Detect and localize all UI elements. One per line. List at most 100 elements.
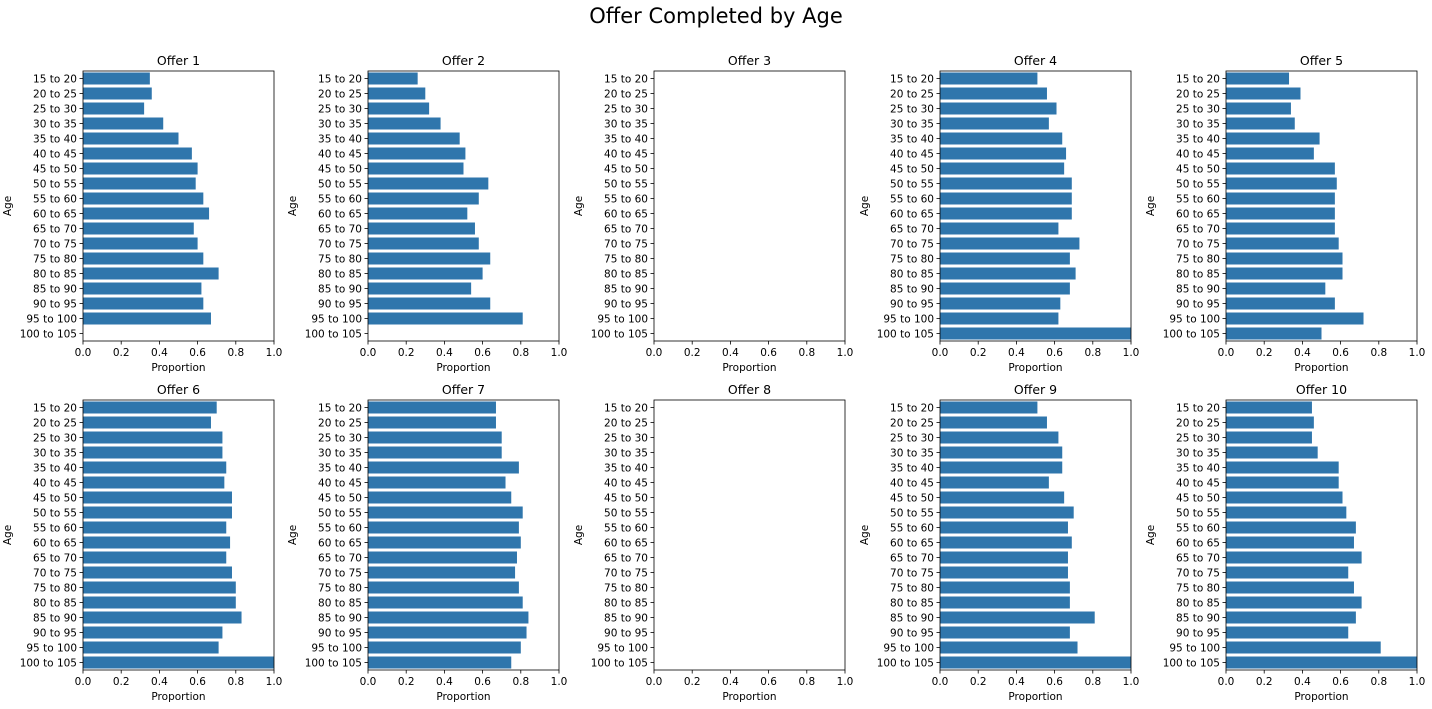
ytick-label-offer6-6: 45 to 50: [33, 492, 77, 504]
ytick-label-offer2-16: 95 to 100: [311, 313, 362, 325]
ytick-label-offer4-2: 25 to 30: [890, 103, 934, 115]
bar-offer6-4: [83, 461, 227, 474]
bar-offer2-16: [368, 312, 523, 325]
bar-offer2-7: [368, 177, 489, 190]
bar-offer6-13: [83, 596, 236, 609]
ytick-label-offer5-10: 65 to 70: [1176, 223, 1220, 235]
bar-offer2-11: [368, 237, 479, 250]
bar-offer5-8: [1226, 192, 1335, 205]
xtick-label-offer1-5: 1.0: [266, 347, 283, 359]
ytick-label-offer1-13: 80 to 85: [33, 268, 77, 280]
bar-offer7-1: [368, 416, 496, 429]
ytick-label-offer9-17: 100 to 105: [877, 657, 934, 669]
bar-offer6-9: [83, 536, 231, 549]
ytick-label-offer7-13: 80 to 85: [318, 597, 362, 609]
ytick-label-offer5-2: 25 to 30: [1176, 103, 1220, 115]
ytick-label-offer9-13: 80 to 85: [890, 597, 934, 609]
y-axis-label-offer4: Age: [859, 196, 871, 216]
bar-offer10-17: [1226, 656, 1417, 669]
bar-offer7-7: [368, 506, 523, 519]
ytick-label-offer6-11: 70 to 75: [33, 567, 77, 579]
xtick-label-offer4-2: 0.4: [1008, 347, 1025, 359]
bar-offer2-8: [368, 192, 479, 205]
bar-offer1-3: [83, 117, 164, 130]
ytick-label-offer1-0: 15 to 20: [33, 73, 77, 85]
bar-offer6-6: [83, 491, 232, 504]
xtick-label-offer5-5: 1.0: [1409, 347, 1426, 359]
bar-offer10-5: [1226, 476, 1339, 489]
xtick-label-offer7-3: 0.6: [474, 676, 491, 688]
ytick-label-offer9-5: 40 to 45: [890, 477, 934, 489]
ytick-label-offer3-1: 20 to 25: [604, 88, 648, 100]
bar-offer9-14: [940, 611, 1095, 624]
bar-offer6-14: [83, 611, 242, 624]
bar-offer5-4: [1226, 132, 1320, 145]
bar-offer2-1: [368, 87, 426, 100]
subplot-title-offer6: Offer 6: [157, 382, 200, 397]
ytick-label-offer8-8: 55 to 60: [604, 522, 648, 534]
ytick-label-offer9-6: 45 to 50: [890, 492, 934, 504]
bar-offer1-4: [83, 132, 179, 145]
bar-offer10-10: [1226, 551, 1362, 564]
xtick-label-offer8-1: 0.2: [684, 676, 701, 688]
ytick-label-offer5-16: 95 to 100: [1169, 313, 1220, 325]
ytick-label-offer7-11: 70 to 75: [318, 567, 362, 579]
bar-offer4-6: [940, 162, 1065, 175]
bar-offer6-5: [83, 476, 225, 489]
xtick-label-offer7-5: 1.0: [551, 676, 568, 688]
ytick-label-offer3-11: 70 to 75: [604, 238, 648, 250]
subplot-title-offer4: Offer 4: [1014, 53, 1057, 68]
bar-offer4-1: [940, 87, 1047, 100]
ytick-label-offer3-16: 95 to 100: [597, 313, 648, 325]
xtick-label-offer5-3: 0.6: [1332, 347, 1349, 359]
xtick-label-offer7-1: 0.2: [398, 676, 415, 688]
ytick-label-offer5-1: 20 to 25: [1176, 88, 1220, 100]
bar-offer7-6: [368, 491, 512, 504]
xtick-label-offer9-0: 0.0: [932, 676, 949, 688]
x-axis-label-offer3: Proportion: [722, 362, 776, 374]
ytick-label-offer9-16: 95 to 100: [883, 642, 934, 654]
subplot-title-offer10: Offer 10: [1296, 382, 1347, 397]
ytick-label-offer7-10: 65 to 70: [318, 552, 362, 564]
ytick-label-offer1-3: 30 to 35: [33, 118, 77, 130]
bar-offer6-11: [83, 566, 232, 579]
ytick-label-offer3-3: 30 to 35: [604, 118, 648, 130]
ytick-label-offer6-17: 100 to 105: [20, 657, 77, 669]
ytick-label-offer4-1: 20 to 25: [890, 88, 934, 100]
bar-offer2-3: [368, 117, 441, 130]
bar-offer9-0: [940, 401, 1038, 414]
bar-offer7-0: [368, 401, 496, 414]
bar-offer1-15: [83, 297, 204, 310]
y-axis-label-offer10: Age: [1145, 525, 1157, 545]
bar-offer4-17: [940, 327, 1131, 340]
subplot-title-offer8: Offer 8: [728, 382, 771, 397]
ytick-label-offer2-10: 65 to 70: [318, 223, 362, 235]
bar-offer10-3: [1226, 446, 1318, 459]
y-axis-label-offer1: Age: [2, 196, 14, 216]
bar-offer1-6: [83, 162, 198, 175]
ytick-label-offer5-11: 70 to 75: [1176, 238, 1220, 250]
bar-offer5-14: [1226, 282, 1326, 295]
ytick-label-offer2-12: 75 to 80: [318, 253, 362, 265]
ytick-label-offer2-2: 25 to 30: [318, 103, 362, 115]
bar-offer9-12: [940, 581, 1070, 594]
bar-offer9-13: [940, 596, 1070, 609]
ytick-label-offer4-10: 65 to 70: [890, 223, 934, 235]
ytick-label-offer10-6: 45 to 50: [1176, 492, 1220, 504]
subplot-title-offer1: Offer 1: [157, 53, 200, 68]
bar-offer7-13: [368, 596, 523, 609]
ytick-label-offer7-6: 45 to 50: [318, 492, 362, 504]
xtick-label-offer3-5: 1.0: [837, 347, 854, 359]
bar-offer10-7: [1226, 506, 1347, 519]
bar-offer7-4: [368, 461, 519, 474]
bar-offer6-2: [83, 431, 223, 444]
ytick-label-offer1-7: 50 to 55: [33, 178, 77, 190]
ytick-label-offer2-5: 40 to 45: [318, 148, 362, 160]
xtick-label-offer6-0: 0.0: [75, 676, 92, 688]
ytick-label-offer8-15: 90 to 95: [604, 627, 648, 639]
bar-offer4-15: [940, 297, 1061, 310]
xtick-label-offer6-4: 0.8: [227, 676, 244, 688]
ytick-label-offer1-8: 55 to 60: [33, 193, 77, 205]
ytick-label-offer2-15: 90 to 95: [318, 298, 362, 310]
